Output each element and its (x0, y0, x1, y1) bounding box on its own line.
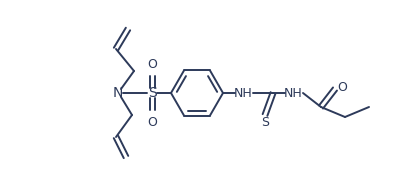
Text: NH: NH (284, 87, 302, 100)
Text: NH: NH (234, 87, 253, 100)
Text: O: O (337, 80, 347, 93)
Text: S: S (261, 115, 269, 129)
Text: O: O (147, 115, 157, 129)
Text: O: O (147, 58, 157, 70)
Text: N: N (113, 86, 123, 100)
Text: S: S (148, 86, 156, 100)
